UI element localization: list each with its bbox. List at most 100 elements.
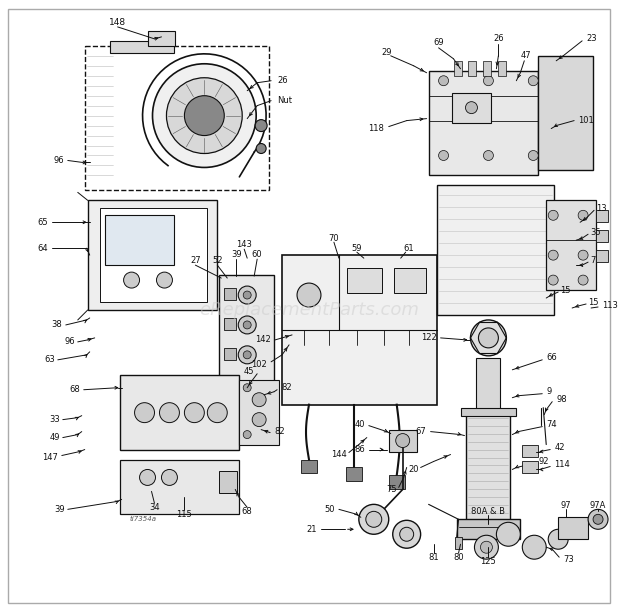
Text: 15: 15 [560,286,570,294]
Text: 35: 35 [590,228,601,237]
Circle shape [159,403,179,423]
Bar [484,61,492,76]
Bar [456,520,520,539]
Bar [436,185,554,315]
Bar [522,444,538,457]
Circle shape [522,536,546,559]
Circle shape [466,102,477,114]
Circle shape [396,433,410,447]
Text: 66: 66 [546,353,557,362]
Circle shape [238,316,256,334]
Circle shape [255,119,267,132]
Circle shape [359,504,389,534]
Bar [100,208,207,302]
Bar [454,537,463,549]
Circle shape [243,431,251,439]
Text: 82: 82 [281,383,292,392]
Text: 42: 42 [554,443,565,452]
Text: 26: 26 [277,76,288,85]
Text: 81: 81 [428,553,439,562]
Text: 23: 23 [586,34,596,43]
Circle shape [166,78,242,154]
Text: 147: 147 [42,453,58,462]
Bar [389,476,405,490]
Circle shape [184,403,205,423]
Bar [466,412,510,520]
Bar [469,61,476,76]
Text: 80: 80 [453,553,464,562]
Circle shape [252,393,266,406]
Bar [120,460,239,514]
Text: 27: 27 [190,256,201,264]
Text: 96: 96 [53,156,64,165]
Text: 38: 38 [51,321,62,329]
Bar [346,468,362,482]
Text: 64: 64 [37,244,48,253]
Bar [461,408,516,416]
Circle shape [578,250,588,260]
Circle shape [578,211,588,220]
Text: 70: 70 [329,234,339,243]
Circle shape [297,283,321,307]
Text: 52: 52 [212,256,223,264]
Text: 122: 122 [421,334,436,342]
Bar [87,200,217,310]
Text: 63: 63 [44,356,55,364]
Text: 68: 68 [69,385,80,394]
Circle shape [471,320,507,356]
Text: 47: 47 [521,51,531,61]
Bar [546,200,596,290]
Text: 61: 61 [404,244,414,253]
Text: 9: 9 [546,387,551,396]
Text: 74: 74 [546,420,557,429]
Text: 96: 96 [64,337,75,346]
Text: 92: 92 [538,457,549,466]
Circle shape [123,272,140,288]
Circle shape [548,529,568,549]
Text: 86: 86 [354,445,365,454]
Text: 115: 115 [177,510,192,519]
Bar [476,358,500,412]
Text: 144: 144 [331,450,347,459]
Circle shape [153,64,256,168]
Circle shape [593,514,603,524]
Text: 143: 143 [236,240,252,248]
Circle shape [256,144,266,154]
Circle shape [497,522,520,547]
Circle shape [588,509,608,529]
Bar [453,61,461,76]
Circle shape [392,520,420,548]
Bar [347,268,382,293]
Text: 49: 49 [50,433,60,442]
Circle shape [238,286,256,304]
Circle shape [135,403,154,423]
Text: 67: 67 [416,427,427,436]
Text: 97: 97 [561,501,572,510]
Text: 97A: 97A [590,501,606,510]
Bar [120,375,239,450]
Text: 82: 82 [274,427,285,436]
Bar [219,471,237,493]
Bar [224,318,236,330]
Circle shape [548,211,558,220]
Circle shape [474,536,498,559]
Bar [85,46,269,190]
Text: 60: 60 [252,250,262,259]
Text: 59: 59 [352,244,362,253]
Circle shape [243,291,251,299]
Circle shape [528,151,538,160]
Bar [596,211,608,222]
Circle shape [140,469,156,485]
Bar [394,268,425,293]
Text: 45: 45 [244,367,254,376]
Text: 13: 13 [596,204,607,213]
Bar [522,461,538,474]
Bar [558,517,588,539]
Text: 15: 15 [588,297,598,307]
Text: ti7354a: ti7354a [130,517,157,522]
Circle shape [438,76,448,86]
Circle shape [438,151,448,160]
Circle shape [548,275,558,285]
Text: 39: 39 [231,250,242,259]
Polygon shape [85,41,130,190]
